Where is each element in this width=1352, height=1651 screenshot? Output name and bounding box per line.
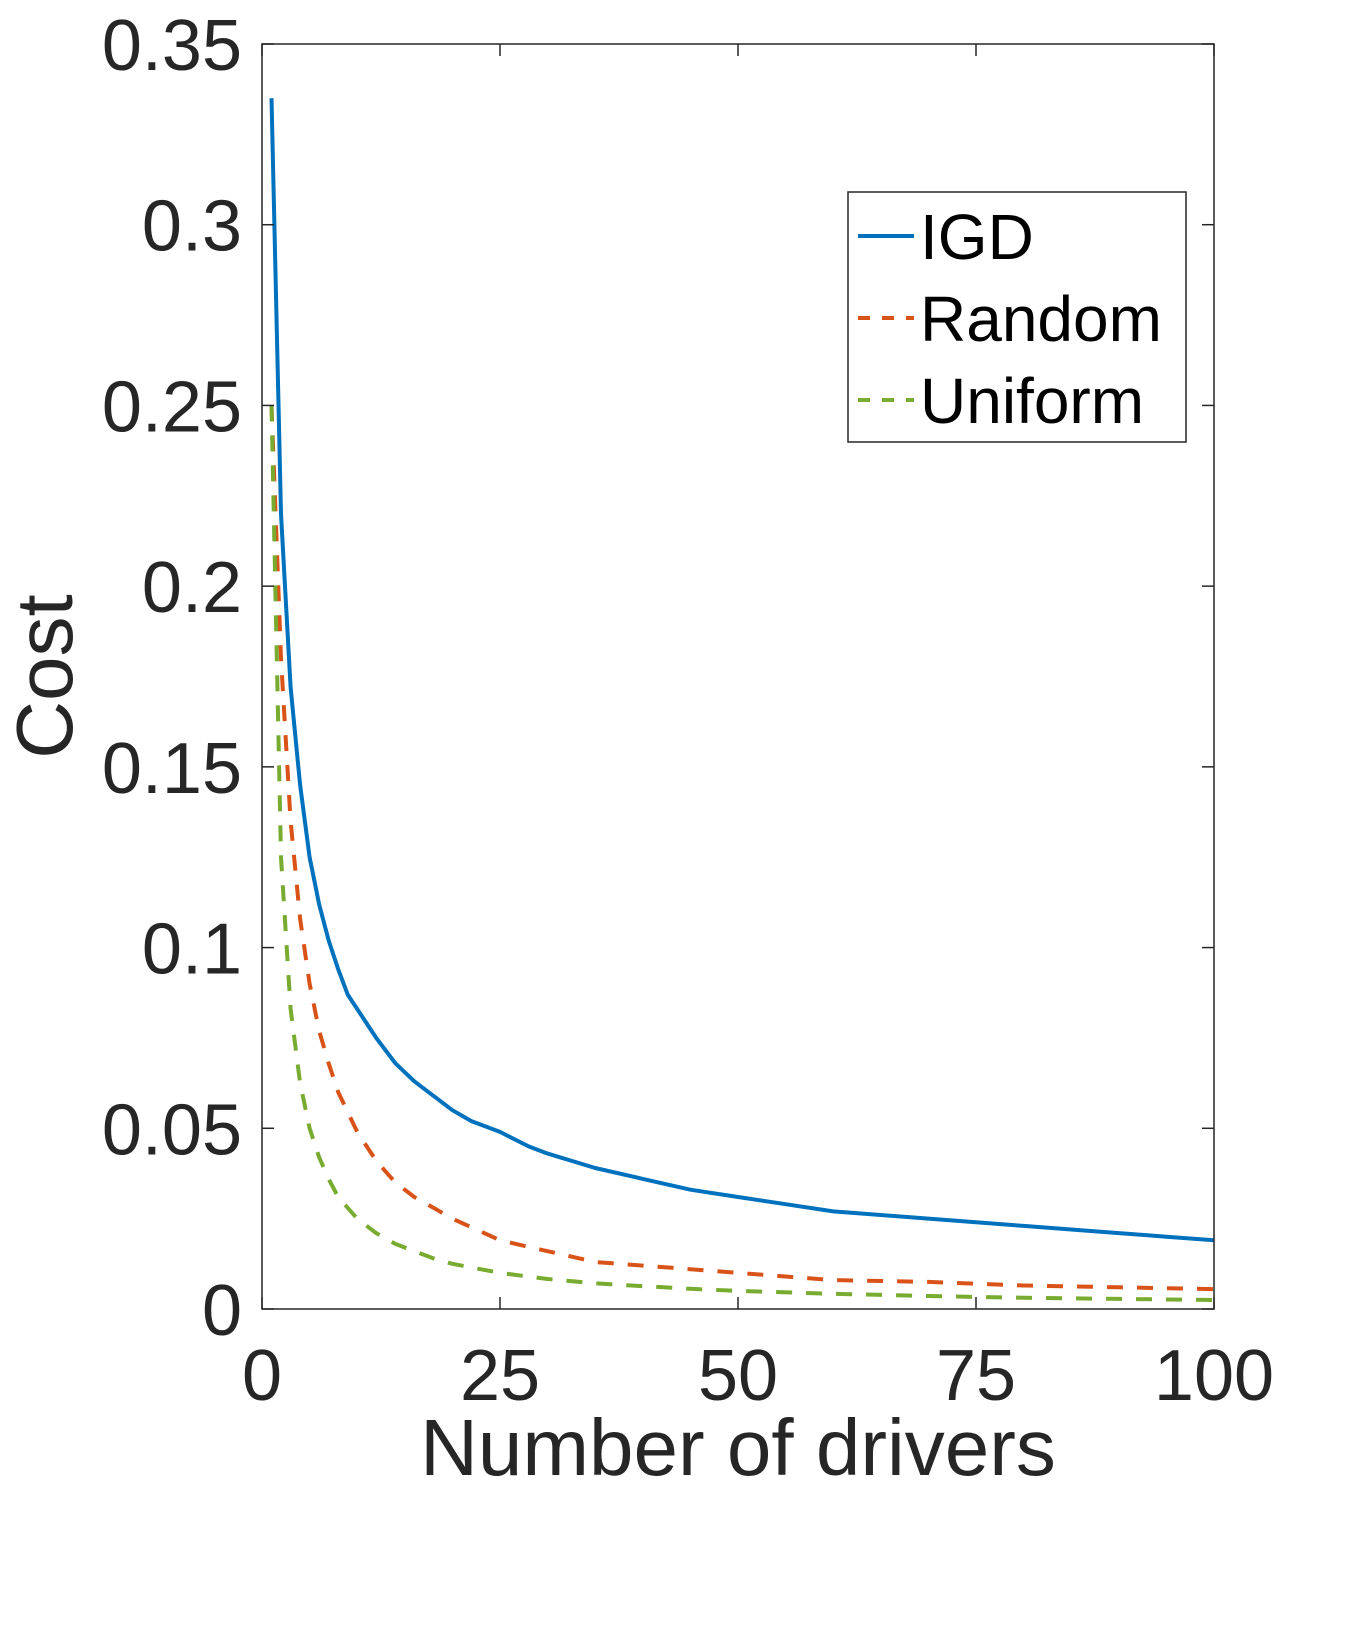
y-tick-label: 0.05	[102, 1090, 242, 1170]
y-tick-label: 0.35	[102, 6, 242, 86]
legend-box	[847, 191, 1187, 443]
tick-marks	[261, 43, 1215, 1310]
x-tick-label: 25	[460, 1336, 540, 1416]
x-tick-label: 50	[698, 1336, 778, 1416]
legend-label-uniform: Uniform	[920, 365, 1144, 437]
y-axis-title: Cost	[0, 594, 89, 759]
x-tick-label: 75	[936, 1336, 1016, 1416]
series-layer	[269, 98, 1215, 1302]
y-tick-label: 0.2	[142, 548, 242, 628]
series-line-random	[269, 405, 1215, 1292]
y-tick-label: 0.15	[102, 729, 242, 809]
x-tick-label: 100	[1154, 1336, 1274, 1416]
y-tick-label: 0.1	[142, 910, 242, 990]
series-line-uniform	[269, 405, 1215, 1302]
legend-label-random: Random	[920, 283, 1162, 355]
y-tick-label: 0.25	[102, 367, 242, 447]
y-tick-label: 0.3	[142, 187, 242, 267]
x-axis-title: Number of drivers	[420, 1403, 1056, 1492]
x-tick-label: 0	[242, 1336, 282, 1416]
y-tick-label: 0	[202, 1271, 242, 1351]
x-tick-labels: 0 25 50 75 100	[242, 1336, 1274, 1416]
series-line-igd	[269, 98, 1215, 1243]
y-tick-labels: 0 0.05 0.1 0.15 0.2 0.25 0.3 0.35	[102, 6, 242, 1351]
legend-entries: IGD Random Uniform	[858, 201, 1162, 437]
legend: IGD Random Uniform	[847, 191, 1187, 443]
legend-label-igd: IGD	[920, 201, 1034, 273]
